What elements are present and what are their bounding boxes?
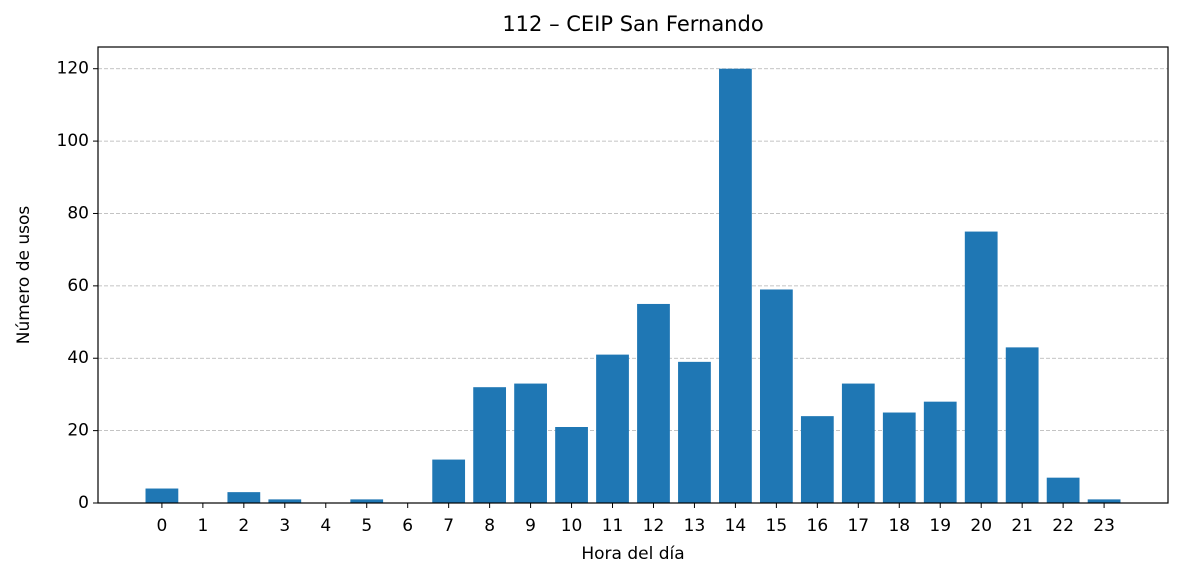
bar — [227, 492, 261, 503]
bar — [719, 68, 752, 503]
x-tick-label: 11 — [602, 516, 624, 536]
x-tick-label: 16 — [807, 516, 829, 536]
bar — [555, 427, 588, 503]
plot-frame — [97, 46, 1169, 504]
x-tick-label: 21 — [1011, 516, 1033, 536]
x-tick-label: 4 — [320, 516, 331, 536]
y-tick-label: 20 — [67, 421, 89, 441]
y-tick-label: 100 — [57, 131, 89, 151]
y-tick-label: 0 — [78, 493, 89, 513]
bar — [637, 303, 670, 503]
x-tick-label: 14 — [725, 516, 747, 536]
y-tick-label: 60 — [67, 276, 89, 296]
chart-title: 112 – CEIP San Fernando — [502, 12, 763, 36]
x-tick-label: 2 — [238, 516, 249, 536]
y-tick-label: 80 — [67, 203, 89, 223]
bar — [1087, 499, 1121, 503]
bar — [678, 361, 711, 503]
y-axis-label: Número de usos — [14, 206, 34, 345]
bar — [800, 416, 834, 503]
x-tick-label: 23 — [1093, 516, 1115, 536]
bar — [268, 499, 302, 503]
x-tick-label: 6 — [402, 516, 413, 536]
bar — [145, 488, 179, 503]
x-tick-label: 13 — [684, 516, 706, 536]
bar — [1046, 477, 1080, 503]
x-tick-label: 17 — [847, 516, 869, 536]
bar — [350, 499, 384, 503]
x-axis-label: Hora del día — [581, 544, 684, 564]
bar — [514, 383, 547, 503]
x-tick-label: 19 — [929, 516, 951, 536]
x-tick-label: 3 — [279, 516, 290, 536]
bar — [759, 289, 793, 503]
x-tick-label: 0 — [156, 516, 167, 536]
bar — [596, 354, 629, 503]
x-tick-label: 1 — [197, 516, 208, 536]
y-tick-label: 40 — [67, 348, 89, 368]
bar — [432, 459, 466, 503]
x-tick-label: 18 — [888, 516, 910, 536]
bar — [841, 383, 875, 503]
bar — [923, 401, 957, 503]
x-tick-label: 12 — [643, 516, 665, 536]
bar — [1005, 347, 1039, 503]
x-tick-label: 15 — [766, 516, 788, 536]
bar — [964, 231, 998, 504]
x-tick-label: 8 — [484, 516, 495, 536]
x-tick-label: 5 — [361, 516, 372, 536]
bar — [473, 387, 507, 503]
x-tick-label: 9 — [525, 516, 536, 536]
x-tick-label: 10 — [561, 516, 583, 536]
x-tick-label: 20 — [970, 516, 992, 536]
x-tick-label: 7 — [443, 516, 454, 536]
y-tick-label: 120 — [57, 59, 89, 79]
bar — [882, 412, 916, 503]
x-tick-label: 22 — [1052, 516, 1074, 536]
